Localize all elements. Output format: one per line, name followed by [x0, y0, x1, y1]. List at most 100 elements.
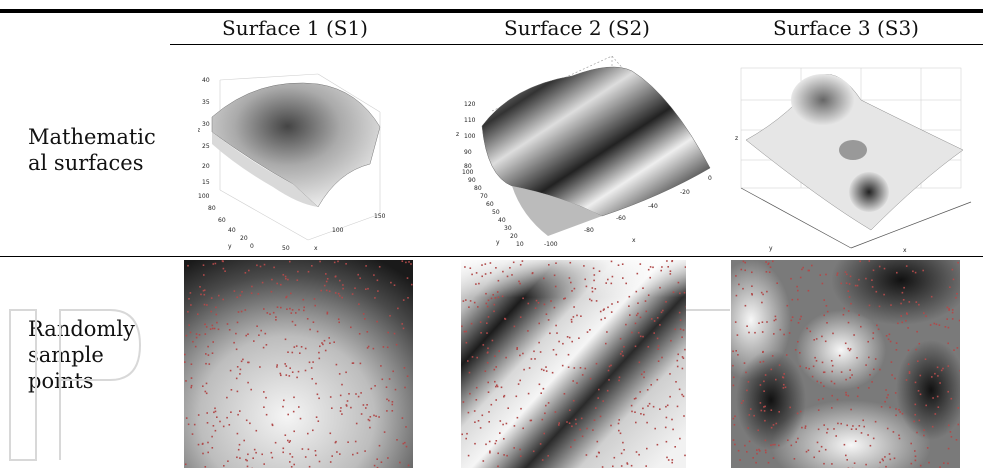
- sample-point: [342, 287, 344, 290]
- sample-point: [219, 420, 221, 423]
- sample-point: [646, 447, 648, 450]
- sample-point: [844, 342, 847, 345]
- sample-point: [659, 324, 661, 326]
- sample-point: [625, 323, 627, 326]
- sample-point: [365, 407, 367, 409]
- sample-point: [350, 326, 352, 329]
- sample-point: [759, 402, 762, 404]
- sample-point: [334, 292, 337, 294]
- sample-point: [260, 329, 262, 332]
- sample-point: [289, 440, 291, 442]
- sample-point: [759, 361, 762, 363]
- sample-point: [206, 412, 208, 414]
- sample-point: [411, 283, 413, 286]
- sample-point: [931, 376, 933, 378]
- sample-point: [188, 324, 190, 326]
- sample-point: [858, 314, 860, 316]
- sample-point: [647, 294, 650, 296]
- sample-point: [272, 311, 275, 314]
- sample-point-layer: [461, 260, 686, 468]
- sample-point: [754, 331, 756, 334]
- sample-point: [394, 388, 397, 391]
- sample-point: [637, 312, 639, 315]
- sample-point: [279, 372, 282, 375]
- sample-point: [374, 297, 376, 299]
- sample-point: [569, 409, 571, 411]
- sample-point: [863, 425, 865, 428]
- sample-point: [485, 443, 487, 446]
- sample-point: [204, 333, 207, 335]
- sample-point: [576, 382, 578, 384]
- sample-point: [276, 306, 279, 308]
- sample-point: [206, 304, 208, 306]
- sample-point: [840, 422, 842, 425]
- sample-point: [573, 439, 576, 441]
- sample-point: [518, 280, 520, 283]
- sample-point: [643, 413, 645, 416]
- sample-point: [586, 427, 588, 430]
- sample-point: [404, 386, 406, 389]
- sample-point: [584, 278, 586, 281]
- sample-point: [684, 348, 686, 351]
- sample-point: [226, 396, 228, 399]
- sample-point: [348, 393, 350, 395]
- sample-point: [312, 361, 314, 363]
- sample-point: [926, 447, 929, 449]
- sample-point: [639, 335, 642, 338]
- sample-point: [951, 311, 954, 314]
- sample-point: [497, 279, 500, 282]
- column-header-s2: Surface 2 (S2): [504, 16, 650, 40]
- sample-point: [918, 419, 921, 422]
- sample-point: [364, 450, 366, 452]
- sample-point: [732, 350, 734, 353]
- sample-point: [246, 465, 249, 468]
- sample-point: [359, 277, 361, 279]
- sample-point: [503, 394, 506, 397]
- sample-point: [255, 451, 257, 454]
- sample-point: [535, 299, 538, 302]
- sample-point: [759, 450, 761, 452]
- sample-point: [599, 415, 602, 418]
- sample-point: [907, 349, 910, 352]
- sample-point: [464, 266, 466, 268]
- sample-point: [681, 336, 683, 338]
- sample-point: [895, 342, 898, 344]
- sample-point: [469, 392, 471, 395]
- sample-point: [207, 451, 209, 454]
- sample-point: [401, 260, 404, 262]
- sample-point: [937, 375, 939, 377]
- sample-point: [908, 372, 911, 374]
- sample-point: [516, 416, 519, 419]
- sample-point: [850, 302, 852, 305]
- sample-point: [597, 451, 600, 454]
- sample-point: [885, 465, 887, 468]
- sample-point: [859, 260, 861, 263]
- sample-point: [661, 266, 663, 268]
- sample-point: [199, 286, 201, 288]
- sample-point: [796, 412, 799, 415]
- sample-point: [732, 384, 735, 387]
- sample-point: [620, 465, 623, 467]
- sample-point: [210, 310, 212, 313]
- z-tick: 40: [202, 77, 210, 84]
- sample-point: [858, 425, 861, 427]
- sample-point: [211, 435, 213, 438]
- sample-point: [564, 297, 566, 300]
- sample-point: [282, 451, 284, 454]
- sample-point: [331, 407, 333, 409]
- sample-point: [366, 404, 368, 406]
- sample-point: [605, 282, 607, 284]
- sample-point: [845, 454, 847, 457]
- sample-point: [202, 264, 205, 266]
- sample-point: [342, 284, 344, 286]
- sample-point: [373, 464, 376, 467]
- sample-point: [474, 421, 476, 423]
- z-tick: 80: [464, 163, 472, 170]
- sample-point: [205, 382, 208, 385]
- sample-point: [790, 444, 793, 447]
- sample-point: [236, 456, 238, 459]
- sample-point: [473, 301, 476, 304]
- sample-point: [884, 456, 886, 458]
- sample-point: [619, 353, 622, 355]
- sample-point: [237, 311, 240, 313]
